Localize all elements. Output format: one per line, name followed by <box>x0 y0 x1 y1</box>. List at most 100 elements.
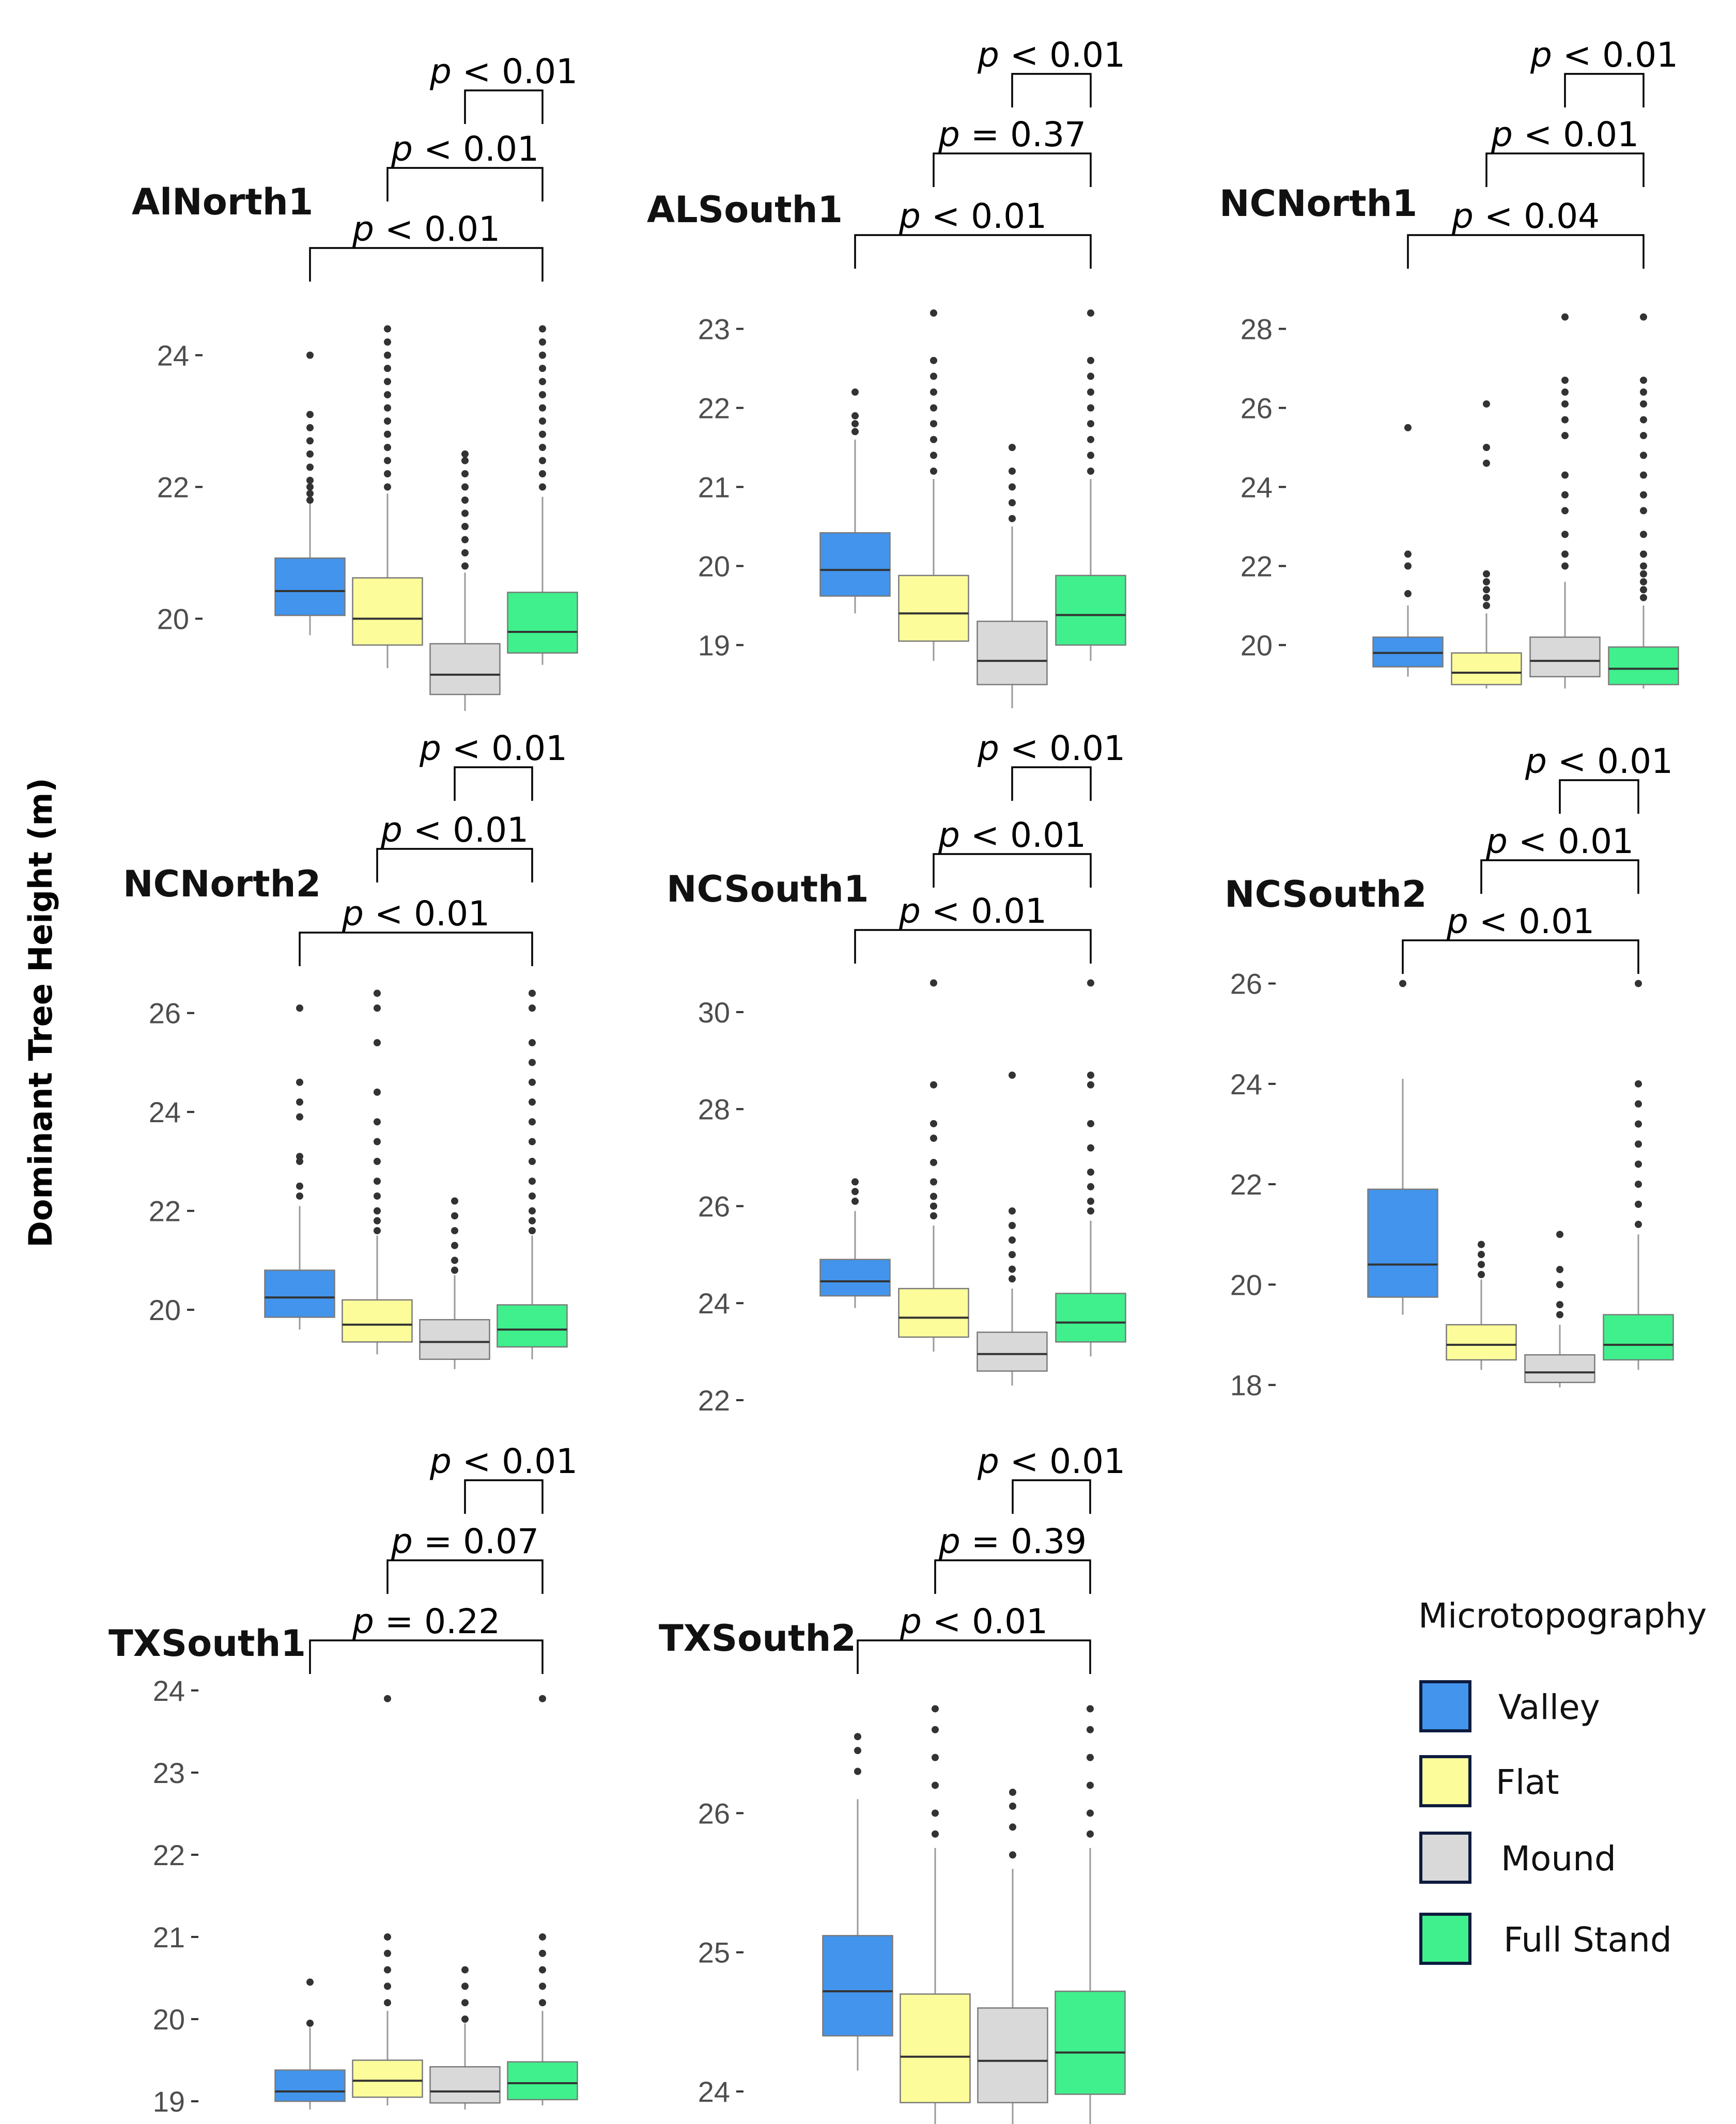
outlier-point <box>384 1933 391 1941</box>
bracket-line <box>1559 779 1639 814</box>
significance-bracket: p < 0.01 <box>1525 741 1673 814</box>
outlier-point <box>1635 1160 1642 1168</box>
outlier-point <box>539 1949 546 1957</box>
significance-bracket: p = 0.37 <box>933 115 1092 187</box>
outlier-point <box>384 457 391 464</box>
outlier-point <box>1483 570 1490 578</box>
outlier-point <box>932 1705 939 1713</box>
significance-bracket: p < 0.01 <box>419 728 567 801</box>
y-tick-label: 20 <box>1241 629 1273 662</box>
panel-title: TXSouth1 <box>109 1622 306 1665</box>
bracket-line <box>299 932 533 966</box>
bracket-line <box>1485 152 1645 187</box>
outlier-point <box>529 1059 536 1066</box>
legend-swatch <box>1419 1680 1471 1732</box>
outlier-point <box>306 351 314 359</box>
panel-title: AlNorth1 <box>132 181 313 223</box>
outlier-point <box>930 373 937 380</box>
outlier-point <box>1561 388 1569 396</box>
outlier-point <box>1635 1100 1642 1108</box>
panel-txsouth1: TXSouth1 19 20 21 22 23 24 p < 0.01 p = 0.07 p = … <box>109 1441 578 2118</box>
y-axis-title: Dominant Tree Height (m) <box>22 778 59 1247</box>
y-tick-label: 23 <box>698 313 730 346</box>
y-tick-label: 25 <box>698 1936 730 1969</box>
box-valley <box>274 1978 346 2110</box>
outlier-point <box>1640 531 1647 538</box>
outlier-point <box>306 476 314 484</box>
y-tick-label: 22 <box>1230 1168 1262 1201</box>
y-tick-label: 24 <box>1230 1068 1262 1100</box>
outlier-point <box>1009 1222 1016 1229</box>
outlier-point <box>1087 1726 1094 1733</box>
y-tick-label: 26 <box>698 1190 730 1222</box>
y-tick-label: 22 <box>698 1384 730 1417</box>
p-value-label: p = 0.37 <box>938 115 1086 154</box>
outlier-point <box>1087 356 1094 364</box>
outlier-point <box>1087 1183 1094 1190</box>
y-tick-label: 18 <box>1230 1369 1262 1402</box>
outlier-point <box>1087 1168 1094 1176</box>
outlier-point <box>1399 980 1406 987</box>
outlier-point <box>306 424 314 431</box>
outlier-point <box>1640 388 1647 396</box>
outlier-point <box>461 536 469 544</box>
panel-txsouth2: TXSouth2 24 25 26 p < 0.01 p = 0.39 p < 0.01 <box>659 1441 1126 2124</box>
outlier-point <box>1087 1081 1094 1089</box>
significance-bracket: p = 0.07 <box>386 1522 544 1594</box>
outlier-point <box>930 404 937 412</box>
bracket-line <box>464 1479 544 1514</box>
significance-bracket: p < 0.01 <box>854 891 1092 964</box>
box-iqr <box>898 1288 969 1338</box>
outlier-point <box>1009 1265 1016 1273</box>
box-flat <box>1446 1241 1517 1370</box>
box-iqr <box>1055 1293 1126 1343</box>
outlier-point <box>1483 459 1490 467</box>
outlier-point <box>1635 1080 1642 1088</box>
y-tick-label: 22 <box>157 471 189 504</box>
outlier-point <box>1009 467 1016 475</box>
outlier-point <box>1483 578 1490 586</box>
box-iqr <box>1367 1188 1438 1298</box>
outlier-point <box>1009 1071 1016 1079</box>
panel-ncsouth1: NCSouth1 22 24 26 28 30 p < 0.01 p < 0.01 p < 0.… <box>667 728 1126 1417</box>
outlier-point <box>374 1039 381 1047</box>
y-tick-label: 23 <box>153 1757 185 1789</box>
outlier-point <box>1483 602 1490 609</box>
box-iqr <box>977 1331 1048 1372</box>
panel-title: NCSouth2 <box>1225 873 1427 916</box>
y-tick-label: 22 <box>698 392 730 425</box>
outlier-point <box>539 338 546 346</box>
bracket-line <box>1407 234 1645 269</box>
outlier-point <box>1087 1207 1094 1215</box>
outlier-point <box>1561 376 1569 384</box>
bracket-line <box>454 766 533 801</box>
outlier-point <box>306 497 314 504</box>
outlier-point <box>1483 586 1490 594</box>
outlier-point <box>1404 562 1412 570</box>
outlier-point <box>384 391 391 398</box>
box-iqr <box>429 643 501 695</box>
panel-title: NCNorth2 <box>123 863 321 905</box>
box-mound <box>977 444 1048 708</box>
box-flat <box>352 1695 423 2105</box>
outlier-point <box>529 989 536 997</box>
outlier-point <box>529 1004 536 1012</box>
outlier-point <box>384 430 391 438</box>
outlier-point <box>374 1177 381 1185</box>
outlier-point <box>539 365 546 372</box>
significance-bracket: p < 0.01 <box>309 209 544 282</box>
legend-swatch <box>1419 1832 1471 1884</box>
y-tick-label: 24 <box>1241 471 1273 504</box>
outlier-point <box>930 979 937 987</box>
p-value-label: p < 0.01 <box>938 815 1086 855</box>
legend-swatch <box>1419 1755 1471 1807</box>
y-tick-label: 22 <box>149 1195 181 1228</box>
outlier-point <box>1087 388 1094 396</box>
outlier-point <box>529 1138 536 1145</box>
outlier-point <box>384 444 391 451</box>
outlier-point <box>1009 1851 1016 1859</box>
outlier-point <box>529 1098 536 1106</box>
box-iqr <box>1608 646 1679 686</box>
bracket-line <box>933 152 1092 187</box>
outlier-point <box>461 509 469 517</box>
